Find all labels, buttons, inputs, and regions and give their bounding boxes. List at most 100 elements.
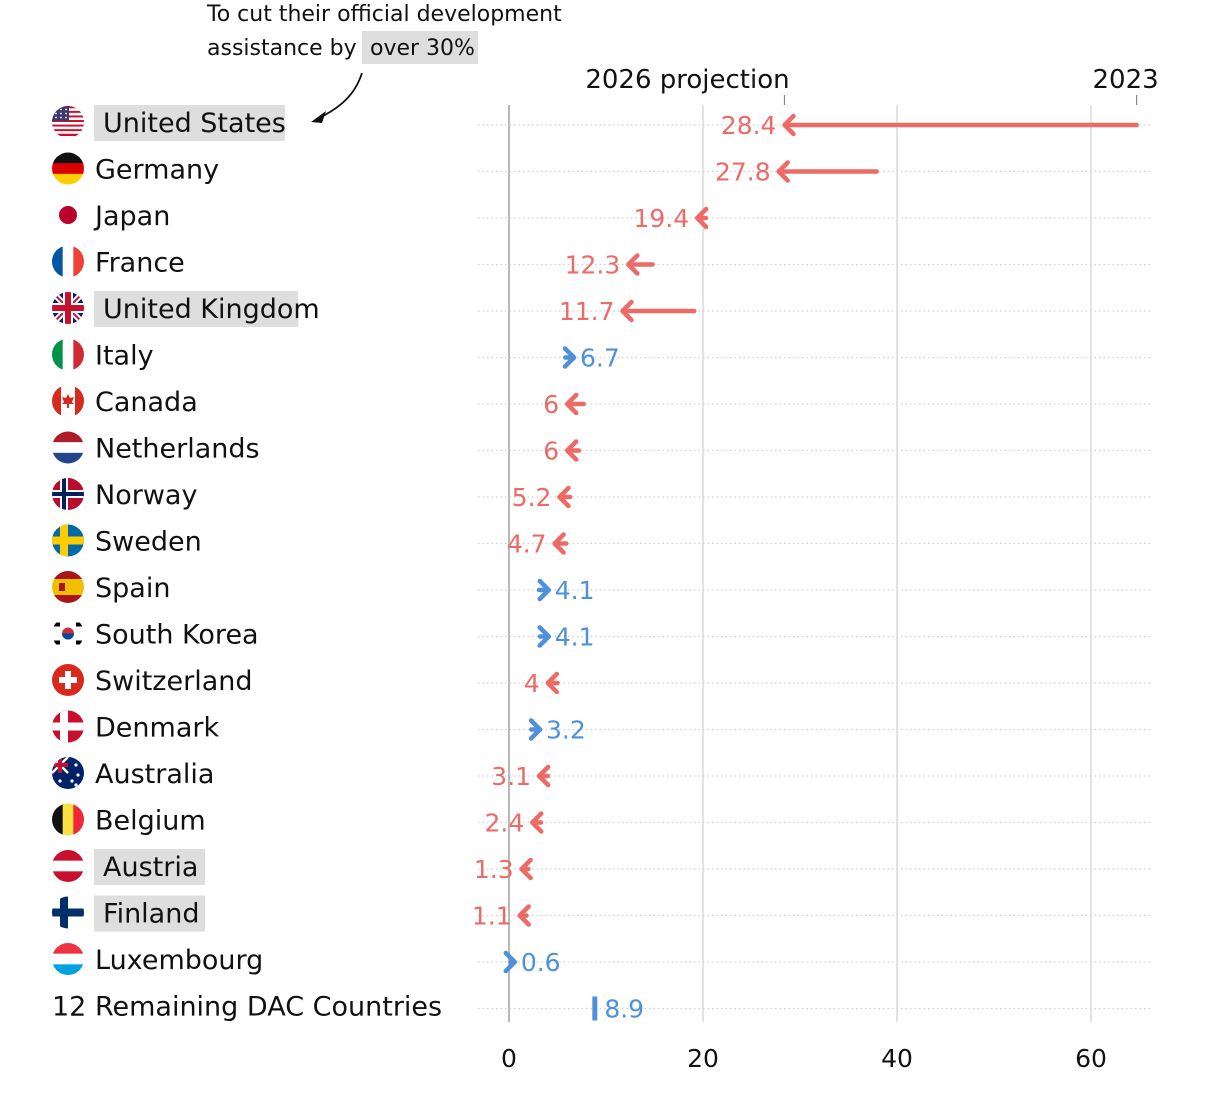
row-united-kingdom: United Kingdom 11.7: [52, 291, 1150, 327]
rows-layer: United States 28.4 Germany 27.8 Japan 19.4 Fra…: [52, 105, 1150, 1024]
se-flag-icon: [52, 524, 84, 557]
arrowhead: [537, 625, 552, 648]
annotation-line-2-prefix: assistance by: [207, 36, 357, 61]
arrowhead: [552, 532, 566, 555]
row-12-remaining-dac-countries: 12 Remaining DAC Countries 8.9: [52, 992, 1150, 1024]
grid-layer: [508, 95, 1138, 1022]
row-spain: Spain 4.1: [52, 571, 1150, 605]
arrowhead: [557, 485, 571, 509]
value-label: 1.1: [472, 902, 512, 931]
nl-flag-icon: [52, 431, 84, 464]
arrowhead: [564, 392, 579, 416]
arrowhead: [694, 206, 709, 230]
value-label: 0.6: [521, 948, 561, 977]
annotation-highlight-text: over 30%: [370, 36, 475, 61]
country-label: Belgium: [95, 806, 206, 837]
value-label: 4: [524, 669, 540, 698]
country-label: South Korea: [95, 620, 259, 651]
value-label: 4.1: [555, 576, 595, 605]
row-canada: Canada 6: [52, 385, 1150, 419]
es-flag-icon: [52, 571, 84, 603]
row-netherlands: Netherlands 6: [52, 431, 1150, 466]
country-label: United States: [103, 108, 286, 139]
country-label: United Kingdom: [103, 294, 320, 325]
arrowhead: [782, 113, 796, 137]
de-flag-icon: [52, 152, 84, 185]
arrowhead: [530, 811, 544, 834]
header-2023: 2023: [1093, 65, 1159, 95]
value-label: 11.7: [559, 297, 615, 326]
au-flag-icon: [52, 757, 84, 789]
row-belgium: Belgium 2.4: [52, 803, 1150, 838]
country-label: Finland: [103, 899, 199, 930]
row-norway: Norway 5.2: [52, 478, 1150, 512]
arrowhead: [545, 671, 560, 695]
dk-flag-icon: [52, 710, 84, 743]
row-australia: Australia 3.1: [52, 757, 1150, 791]
value-label: 19.4: [634, 204, 690, 233]
country-highlight-box: [94, 895, 206, 932]
country-label: Sweden: [95, 527, 202, 558]
country-label: Australia: [95, 759, 214, 790]
value-label: 12.3: [565, 251, 621, 280]
arrowhead: [536, 764, 551, 788]
row-france: France 12.3: [52, 245, 1150, 280]
lu-flag-icon: [52, 943, 84, 975]
annotation-pointer-arrowhead: [311, 111, 326, 123]
value-label: 5.2: [512, 483, 552, 512]
ch-flag-icon: [52, 664, 84, 696]
country-label: Spain: [95, 573, 170, 604]
no-change-marker: [592, 996, 598, 1021]
arrowhead: [503, 950, 518, 974]
value-label: 8.9: [604, 995, 644, 1024]
value-label: 3.2: [546, 716, 586, 745]
ca-flag-icon: [52, 385, 84, 417]
value-label: 6: [543, 390, 559, 419]
annotation-line-1: To cut their official development: [206, 2, 562, 27]
country-label: Japan: [93, 201, 170, 232]
row-finland: Finland 1.1: [52, 895, 1150, 932]
country-highlight-box: [94, 105, 285, 141]
country-label: Austria: [103, 852, 198, 883]
arrowhead: [564, 439, 579, 462]
country-label: Canada: [95, 387, 198, 418]
value-label: 4.7: [507, 530, 547, 559]
us-flag-icon: [52, 106, 84, 137]
jp-flag-icon: [52, 199, 84, 231]
arrowhead: [519, 857, 533, 881]
value-label: 2.4: [485, 809, 525, 838]
annotation-pointer-line: [316, 72, 363, 120]
kr-flag-icon: [52, 617, 84, 650]
row-switzerland: Switzerland 4: [52, 664, 1150, 698]
fr-flag-icon: [52, 245, 84, 278]
row-italy: Italy 6.7: [52, 338, 1150, 373]
x-tick-label-40: 40: [881, 1044, 913, 1073]
country-label: Netherlands: [95, 434, 260, 465]
row-united-states: United States 28.4: [52, 105, 1150, 141]
annotation: To cut their official development assist…: [206, 2, 562, 123]
value-label: 27.8: [715, 158, 771, 187]
value-label: 3.1: [491, 762, 531, 791]
row-germany: Germany 27.8: [52, 152, 1150, 187]
x-tick-label-0: 0: [501, 1044, 517, 1073]
value-label: 4.1: [555, 623, 595, 652]
x-tick-label-20: 20: [687, 1044, 719, 1073]
country-label: 12 Remaining DAC Countries: [52, 992, 442, 1023]
arrowhead: [626, 253, 640, 276]
value-label: 6.7: [580, 344, 620, 373]
country-highlight-box: [94, 849, 206, 885]
row-luxembourg: Luxembourg 0.6: [52, 943, 1150, 977]
country-label: Switzerland: [95, 666, 253, 697]
x-axis: 0 20 40 60: [501, 1044, 1107, 1073]
country-highlight-box: [94, 291, 299, 327]
arrowhead: [776, 160, 790, 183]
country-label: Italy: [95, 341, 154, 372]
value-label: 1.3: [474, 855, 514, 884]
x-tick-label-60: 60: [1075, 1044, 1107, 1073]
gb-flag-icon: [52, 292, 84, 324]
row-south-korea: South Korea 4.1: [52, 617, 1150, 652]
row-denmark: Denmark 3.2: [52, 710, 1150, 745]
country-label: Denmark: [95, 713, 219, 744]
country-label: France: [95, 248, 185, 279]
